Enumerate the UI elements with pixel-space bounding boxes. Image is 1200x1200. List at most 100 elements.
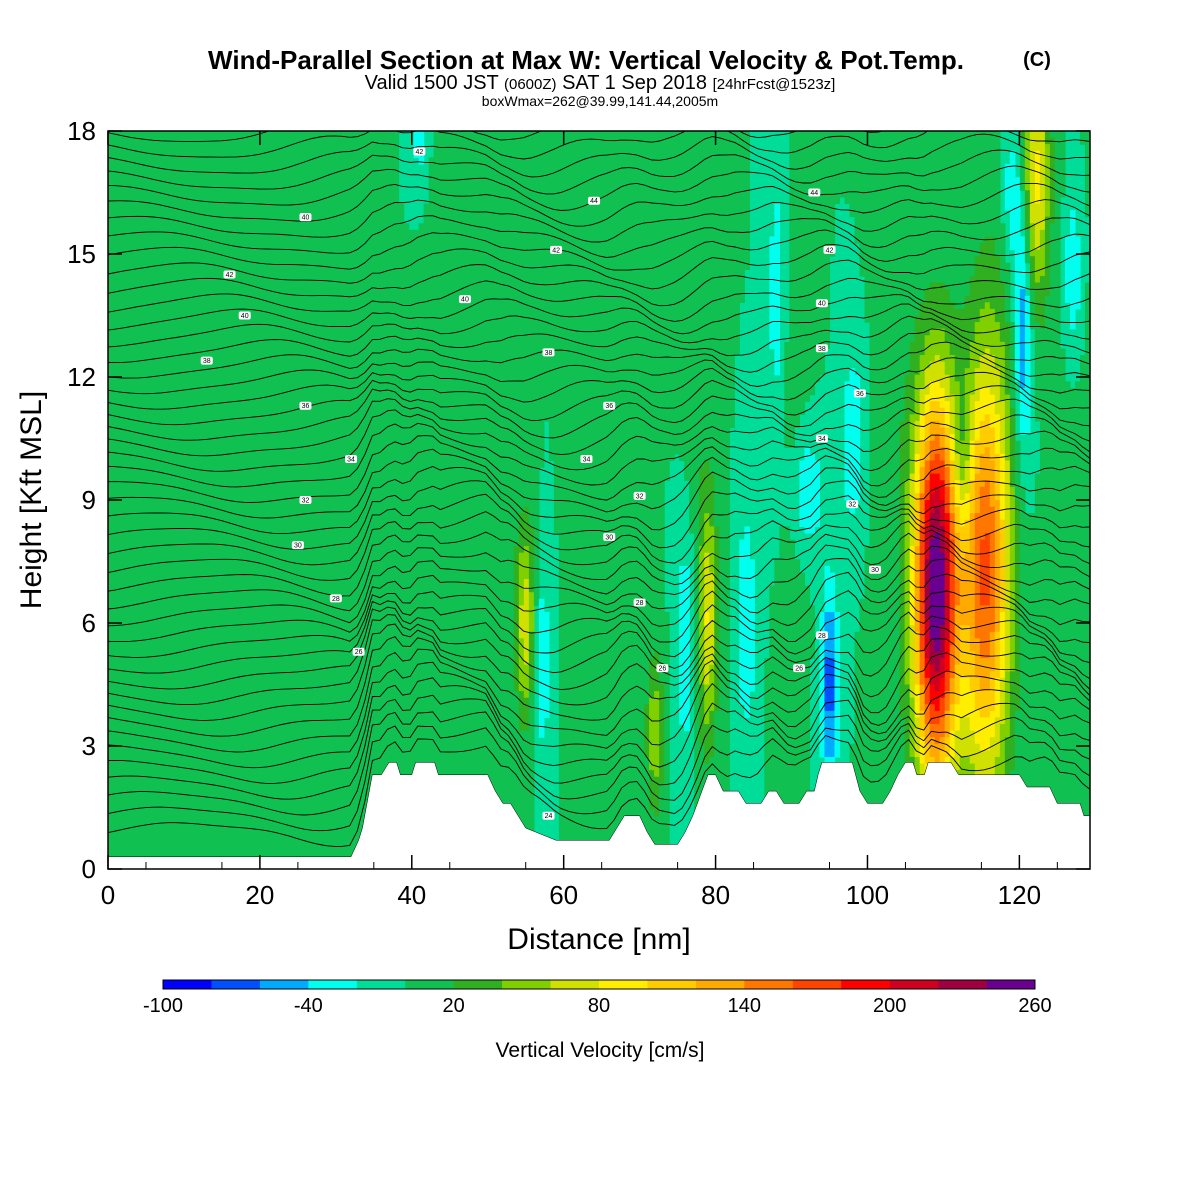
w-field-cell <box>894 196 901 205</box>
w-field-cell <box>649 144 655 152</box>
w-field-cell <box>614 144 620 152</box>
w-field-cell <box>884 262 891 270</box>
w-field-cell <box>513 190 520 198</box>
w-field-cell <box>1029 275 1036 284</box>
w-field-cell <box>619 157 625 165</box>
w-field-cell <box>473 262 480 270</box>
w-field-cell <box>659 210 665 218</box>
w-field-cell <box>689 302 695 310</box>
w-field-cell <box>283 210 289 218</box>
w-field-cell <box>799 295 806 303</box>
w-field-cell <box>523 150 530 158</box>
w-field-cell <box>108 177 114 185</box>
w-field-cell <box>654 295 660 303</box>
w-field-cell <box>879 256 886 264</box>
w-field-cell <box>218 196 224 205</box>
w-field-cell <box>964 210 971 218</box>
w-field-cell <box>208 210 214 218</box>
w-field-cell <box>318 157 325 165</box>
w-field-cell <box>533 269 540 277</box>
w-field-cell <box>1054 289 1061 297</box>
w-field-cell <box>859 137 866 145</box>
w-field-cell <box>243 275 249 284</box>
w-field-cell <box>704 275 710 284</box>
w-field-cell <box>358 275 365 284</box>
w-field-cell <box>293 269 299 277</box>
w-field-cell <box>904 163 911 172</box>
w-field-cell <box>193 269 199 277</box>
w-field-cell <box>333 302 340 310</box>
w-field-cell <box>649 150 655 158</box>
w-field-cell <box>338 183 345 191</box>
w-field-cell <box>343 282 350 290</box>
w-field-cell <box>679 249 685 257</box>
w-field-cell <box>548 302 555 310</box>
w-field-cell <box>363 177 370 185</box>
w-field-cell <box>979 216 986 224</box>
w-field-cell <box>168 315 174 323</box>
w-field-cell <box>679 275 685 284</box>
w-field-cell <box>223 157 229 165</box>
w-field-cell <box>769 269 775 277</box>
w-field-cell <box>1029 223 1036 231</box>
w-field-cell <box>498 131 505 139</box>
w-field-cell <box>188 216 194 224</box>
w-field-cell <box>448 308 455 317</box>
w-field-cell <box>674 223 680 231</box>
w-field-cell <box>188 236 194 244</box>
w-field-cell <box>523 137 530 145</box>
w-field-cell <box>108 144 114 152</box>
w-field-cell <box>378 275 385 284</box>
w-field-cell <box>208 150 214 158</box>
w-field-cell <box>914 243 921 251</box>
w-field-cell <box>884 150 891 158</box>
w-field-cell <box>979 183 986 191</box>
w-field-cell <box>939 282 946 290</box>
w-field-cell <box>313 308 320 317</box>
w-field-cell <box>113 203 119 211</box>
w-field-cell <box>163 315 169 323</box>
w-field-cell <box>588 150 595 158</box>
w-field-cell <box>123 137 129 145</box>
w-field-cell <box>684 216 690 224</box>
w-field-cell <box>814 196 821 205</box>
w-field-cell <box>368 216 375 224</box>
w-field-cell <box>734 183 740 191</box>
w-field-cell <box>854 190 861 198</box>
w-field-cell <box>538 223 545 231</box>
w-field-cell <box>343 196 350 205</box>
w-field-cell <box>308 236 315 244</box>
w-field-cell <box>303 282 310 290</box>
w-field-cell <box>578 131 585 139</box>
w-field-cell <box>1044 190 1051 198</box>
w-field-cell <box>133 229 139 238</box>
w-field-cell <box>1024 229 1031 238</box>
w-field-cell <box>188 295 194 303</box>
w-field-cell <box>563 183 570 191</box>
w-field-cell <box>463 216 470 224</box>
w-field-cell <box>609 203 615 211</box>
w-field-cell <box>724 203 730 211</box>
w-field-cell <box>218 229 224 238</box>
w-field-cell <box>609 163 615 172</box>
w-field-cell <box>724 308 730 317</box>
w-field-cell <box>353 282 360 290</box>
w-field-cell <box>438 282 445 290</box>
w-field-cell <box>639 289 645 297</box>
w-field-cell <box>168 183 174 191</box>
w-field-cell <box>358 196 365 205</box>
w-field-cell <box>483 302 490 310</box>
w-field-cell <box>138 144 144 152</box>
w-field-cell <box>889 243 896 251</box>
w-field-cell <box>453 302 460 310</box>
w-field-cell <box>689 196 695 205</box>
w-field-cell <box>939 157 946 165</box>
w-field-cell <box>368 295 375 303</box>
w-field-cell <box>989 249 996 257</box>
w-field-cell <box>378 203 385 211</box>
w-field-cell <box>704 302 710 310</box>
w-field-cell <box>1034 275 1041 284</box>
w-field-cell <box>578 183 585 191</box>
w-field-cell <box>163 262 169 270</box>
w-field-cell <box>193 302 199 310</box>
